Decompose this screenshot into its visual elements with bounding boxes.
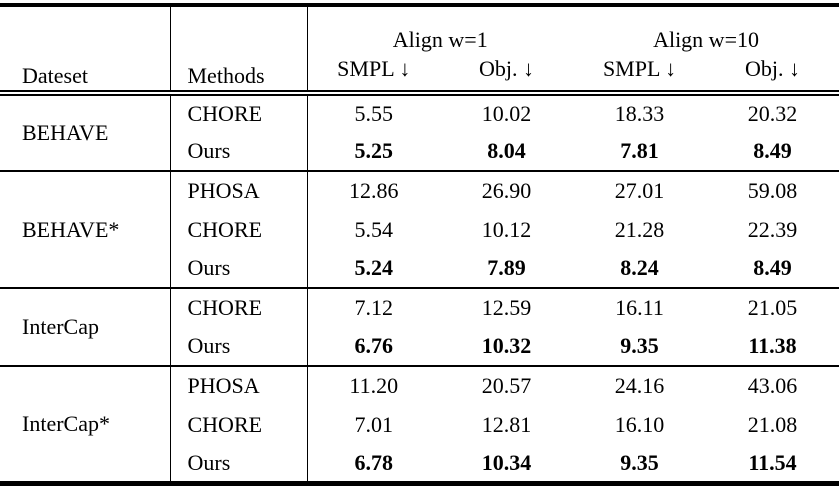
- header-dataset: Dateset: [22, 62, 88, 88]
- method-cell: CHORE: [169, 405, 308, 444]
- table-row: Ours 5.24 7.89 8.24 8.49: [0, 249, 839, 288]
- method-cell: Ours: [169, 132, 308, 171]
- value-cell: 5.24: [354, 255, 394, 281]
- section-intercap: InterCap CHORE 7.12 12.59 16.11 21.05 Ou…: [0, 288, 839, 366]
- value-cell: 9.35: [620, 333, 659, 359]
- header-methods: Methods: [169, 5, 308, 93]
- method-cell: CHORE: [169, 93, 308, 132]
- section-behave-star: BEHAVE* PHOSA 12.86 26.90 27.01 59.08 CH…: [0, 171, 839, 288]
- value-cell: 7.01: [354, 411, 394, 437]
- method-cell: Ours: [169, 249, 308, 288]
- method-cell: PHOSA: [169, 171, 308, 210]
- value-cell: 7.81: [620, 138, 659, 164]
- value-cell: 21.28: [614, 216, 665, 242]
- table-row: InterCap* PHOSA 11.20 20.57 24.16 43.06: [0, 366, 839, 436]
- method-cell: CHORE: [169, 210, 308, 249]
- dataset-cell: BEHAVE*: [22, 216, 120, 242]
- value-cell: 20.57: [481, 373, 532, 399]
- value-cell: 21.08: [747, 411, 798, 437]
- method-cell: Ours: [169, 327, 308, 366]
- table-row: BEHAVE* PHOSA 12.86 26.90 27.01 59.08: [0, 171, 839, 242]
- value-cell: 8.04: [487, 138, 526, 164]
- value-cell: 11.54: [748, 449, 797, 475]
- table-row: Ours 5.25 8.04 7.81 8.49: [0, 132, 839, 171]
- table-header: Dateset Methods Align w=1 Align w=10 SMP…: [0, 5, 839, 93]
- dataset-cell: InterCap*: [22, 411, 110, 436]
- subheader-smpl-w1: SMPL ↓: [337, 56, 411, 81]
- value-cell: 12.59: [481, 295, 532, 321]
- section-intercap-star: InterCap* PHOSA 11.20 20.57 24.16 43.06 …: [0, 366, 839, 483]
- value-cell: 5.55: [354, 101, 394, 127]
- dataset-cell: InterCap: [22, 314, 99, 340]
- value-cell: 8.49: [753, 255, 792, 281]
- table-row: CHORE 5.54 10.12 21.28 22.39: [0, 210, 839, 249]
- section-behave: BEHAVE CHORE 5.55 10.02 18.33 20.32 Ours…: [0, 93, 839, 171]
- value-cell: 20.32: [747, 101, 798, 127]
- dataset-cell: BEHAVE: [22, 120, 109, 146]
- value-cell: 8.49: [753, 138, 792, 164]
- value-cell: 6.78: [354, 449, 394, 475]
- value-cell: 6.76: [354, 333, 394, 359]
- subheader-obj-w10: Obj. ↓: [745, 56, 801, 81]
- value-cell: 10.02: [481, 101, 532, 127]
- subheader-smpl-w10: SMPL ↓: [602, 56, 677, 81]
- value-cell: 7.12: [354, 295, 394, 321]
- value-cell: 43.06: [747, 373, 798, 399]
- value-cell: 8.24: [620, 255, 659, 281]
- method-cell: PHOSA: [169, 366, 308, 405]
- value-cell: 16.10: [614, 411, 665, 437]
- value-cell: 21.05: [747, 295, 798, 321]
- value-cell: 16.11: [615, 295, 664, 321]
- value-cell: 18.33: [614, 101, 665, 127]
- method-cell: Ours: [169, 444, 308, 483]
- header-group-align-w1: Align w=1: [392, 26, 488, 52]
- method-cell: CHORE: [169, 288, 308, 327]
- value-cell: 7.89: [487, 255, 526, 281]
- value-cell: 10.12: [481, 216, 532, 242]
- value-cell: 5.25: [354, 138, 394, 164]
- value-cell: 27.01: [614, 178, 665, 204]
- results-table: Dateset Methods Align w=1 Align w=10 SMP…: [0, 3, 839, 486]
- value-cell: 10.34: [481, 449, 532, 475]
- subheader-obj-w1: Obj. ↓: [479, 56, 534, 81]
- value-cell: 11.20: [349, 373, 399, 399]
- value-cell: 5.54: [354, 216, 394, 242]
- table-row: Ours 6.76 10.32 9.35 11.38: [0, 327, 839, 366]
- value-cell: 11.38: [748, 333, 797, 359]
- value-cell: 24.16: [614, 373, 665, 399]
- table-row: CHORE 7.01 12.81 16.10 21.08: [0, 405, 839, 444]
- table-row: BEHAVE CHORE 5.55 10.02 18.33 20.32: [0, 93, 839, 145]
- table-row: Ours 6.78 10.34 9.35 11.54: [0, 444, 839, 483]
- value-cell: 12.81: [481, 411, 532, 437]
- value-cell: 22.39: [747, 216, 798, 242]
- header-group-align-w10: Align w=10: [653, 26, 759, 52]
- value-cell: 10.32: [481, 333, 532, 359]
- table-row: InterCap CHORE 7.12 12.59 16.11 21.05: [0, 288, 839, 339]
- value-cell: 59.08: [747, 178, 798, 204]
- value-cell: 9.35: [620, 449, 659, 475]
- value-cell: 26.90: [481, 178, 532, 204]
- value-cell: 12.86: [349, 178, 399, 204]
